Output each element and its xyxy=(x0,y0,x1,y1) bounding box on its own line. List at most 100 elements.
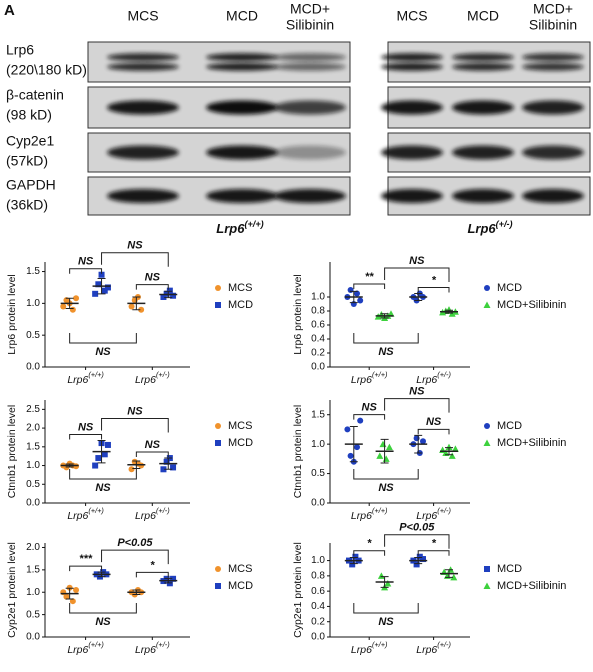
annotation: NS xyxy=(145,272,161,284)
blot-band xyxy=(452,100,514,115)
blot-band xyxy=(206,145,278,160)
blot-band xyxy=(274,53,346,62)
y-tick-label: 1.5 xyxy=(26,441,40,452)
bracket xyxy=(101,252,169,267)
point xyxy=(163,458,170,465)
blot-band xyxy=(522,53,584,62)
row-label: β-catenin xyxy=(6,87,64,103)
error-bar xyxy=(164,290,173,299)
y-tick-label: 1.0 xyxy=(311,292,325,303)
blot-band xyxy=(381,145,443,160)
point xyxy=(92,462,99,469)
y-tick-label: 0.5 xyxy=(26,330,40,341)
x-tick-label: Lrp6(+/+) xyxy=(67,640,104,655)
y-tick-label: 0.5 xyxy=(26,609,40,620)
point xyxy=(354,444,360,451)
point xyxy=(98,271,105,278)
annotation: NS xyxy=(78,256,94,268)
y-axis-label: Cyp2e1 protein level xyxy=(6,542,18,638)
bracket xyxy=(353,550,386,556)
blot-band xyxy=(452,62,514,71)
blot-band xyxy=(107,100,179,115)
bracket xyxy=(69,469,137,480)
error-bar xyxy=(380,576,389,588)
point xyxy=(95,281,102,288)
y-tick-label: 0.0 xyxy=(311,362,325,373)
legend-label: MCD xyxy=(228,299,253,311)
blot-band xyxy=(452,189,514,203)
y-tick-label: 0.5 xyxy=(311,468,325,479)
annotation: P<0.05 xyxy=(399,522,435,534)
x-tick-label: Lrp6(+/-) xyxy=(135,370,170,385)
point xyxy=(160,294,167,300)
point xyxy=(63,593,70,600)
y-tick-label: 0.0 xyxy=(311,498,325,509)
bracket xyxy=(101,549,169,565)
point xyxy=(215,423,221,429)
blot-band xyxy=(206,100,278,115)
annotation: NS xyxy=(409,255,425,267)
error-bar xyxy=(132,589,141,595)
x-tick-label: Lrp6(+/-) xyxy=(135,506,170,521)
error-bar xyxy=(65,463,74,468)
annotation: *** xyxy=(79,553,93,565)
row-label: (57kD) xyxy=(6,153,48,169)
point xyxy=(354,290,360,297)
point xyxy=(170,292,177,299)
panel-label: A xyxy=(4,2,15,19)
legend-label: MCD xyxy=(228,580,253,592)
row-label: (98 kD) xyxy=(6,107,52,123)
y-axis-label: Ctnnb1 protein level xyxy=(292,405,304,498)
x-tick-label: Lrp6(+/-) xyxy=(416,506,451,521)
blot-band xyxy=(107,189,179,203)
y-tick-label: 1.0 xyxy=(311,439,325,450)
y-tick-label: 2.5 xyxy=(26,404,40,415)
y-axis-label: Cyp2e1 protein level xyxy=(292,542,304,638)
bracket xyxy=(353,414,386,420)
point xyxy=(128,303,135,310)
legend-label: MCD xyxy=(497,563,522,575)
blot-band xyxy=(522,145,584,160)
point xyxy=(451,445,459,452)
y-tick-label: 0.8 xyxy=(311,306,325,317)
y-axis-label: Lrp6 protein level xyxy=(292,274,304,355)
error-bar xyxy=(414,293,423,301)
legend-label: MCD xyxy=(497,420,522,432)
point xyxy=(215,285,221,291)
bracket xyxy=(384,398,450,413)
y-axis-label: Lrp6 protein level xyxy=(6,274,18,355)
annotation: NS xyxy=(378,482,394,494)
genotype-label: Lrp6(+/-) xyxy=(467,219,512,236)
legend-label: MCS xyxy=(228,563,252,575)
y-tick-label: 1.0 xyxy=(311,555,325,566)
point xyxy=(450,573,458,581)
lane-label: MCS xyxy=(127,8,158,24)
genotype-label: Lrp6(+/+) xyxy=(216,219,263,236)
blot-band xyxy=(452,145,514,160)
annotation: NS xyxy=(127,405,143,417)
y-tick-label: 0.4 xyxy=(311,601,325,612)
bracket xyxy=(353,333,419,344)
blot-band xyxy=(274,189,346,203)
x-tick-label: Lrp6(+/+) xyxy=(351,640,388,655)
blot-band xyxy=(206,53,278,62)
point xyxy=(384,580,392,587)
point xyxy=(170,464,177,471)
bracket xyxy=(101,417,169,433)
x-tick-label: Lrp6(+/+) xyxy=(351,370,388,385)
point xyxy=(347,287,354,293)
annotation: * xyxy=(431,274,436,286)
error-bar xyxy=(445,569,453,578)
point xyxy=(377,572,385,579)
lane-label: MCD+ xyxy=(533,1,573,17)
blot-band xyxy=(206,62,278,71)
point xyxy=(69,306,76,313)
point xyxy=(413,561,420,568)
blot-box xyxy=(87,41,351,83)
point xyxy=(357,297,364,304)
lane-label: MCD xyxy=(467,8,499,24)
point xyxy=(215,583,221,589)
y-tick-label: 1.5 xyxy=(311,409,325,420)
point xyxy=(382,455,390,462)
bracket xyxy=(353,603,419,614)
